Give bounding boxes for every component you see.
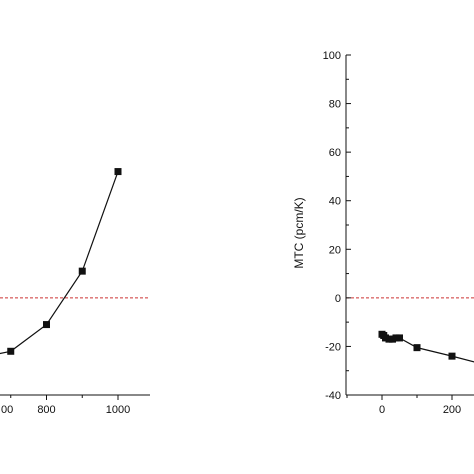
- right-y-tick-label: 60: [329, 147, 341, 159]
- right-axes: [345, 54, 474, 400]
- left-tick-labels: 800 1000 00: [1, 404, 130, 416]
- left-x-tick-label: 800: [37, 404, 55, 416]
- right-tick-labels: -40 -20 0 20 40 60 80 100 0 200: [323, 50, 462, 416]
- left-data-point: [7, 347, 15, 355]
- left-data-point: [78, 267, 86, 275]
- right-y-tick-label: 100: [323, 50, 341, 62]
- left-series: [0, 168, 122, 355]
- right-x-tick-label: 0: [379, 404, 385, 416]
- right-chart: -40 -20 0 20 40 60 80 100 0 200 MTC (pcm/K): [292, 50, 474, 416]
- right-x-tick-label: 200: [443, 404, 461, 416]
- right-y-tick-label: 0: [335, 293, 341, 305]
- left-x-tick-label-cropped: 00: [1, 404, 13, 416]
- right-y-tick-label: 20: [329, 244, 341, 256]
- right-series: [378, 330, 474, 363]
- right-y-tick-label: 40: [329, 196, 341, 208]
- left-data-point: [43, 321, 50, 329]
- right-y-tick-label: 80: [329, 99, 341, 111]
- left-data-point: [114, 168, 122, 176]
- left-chart: 800 1000 00: [0, 168, 150, 416]
- right-y-tick-label: -20: [325, 341, 341, 353]
- left-axes: [0, 394, 150, 400]
- right-y-tick-label: -40: [325, 390, 341, 402]
- right-data-point: [396, 334, 403, 342]
- right-data-point: [413, 344, 421, 352]
- left-series-line: [0, 171, 119, 355]
- left-x-tick-label: 1000: [106, 404, 130, 416]
- right-data-point: [448, 352, 456, 360]
- right-y-axis-title: MTC (pcm/K): [292, 197, 306, 268]
